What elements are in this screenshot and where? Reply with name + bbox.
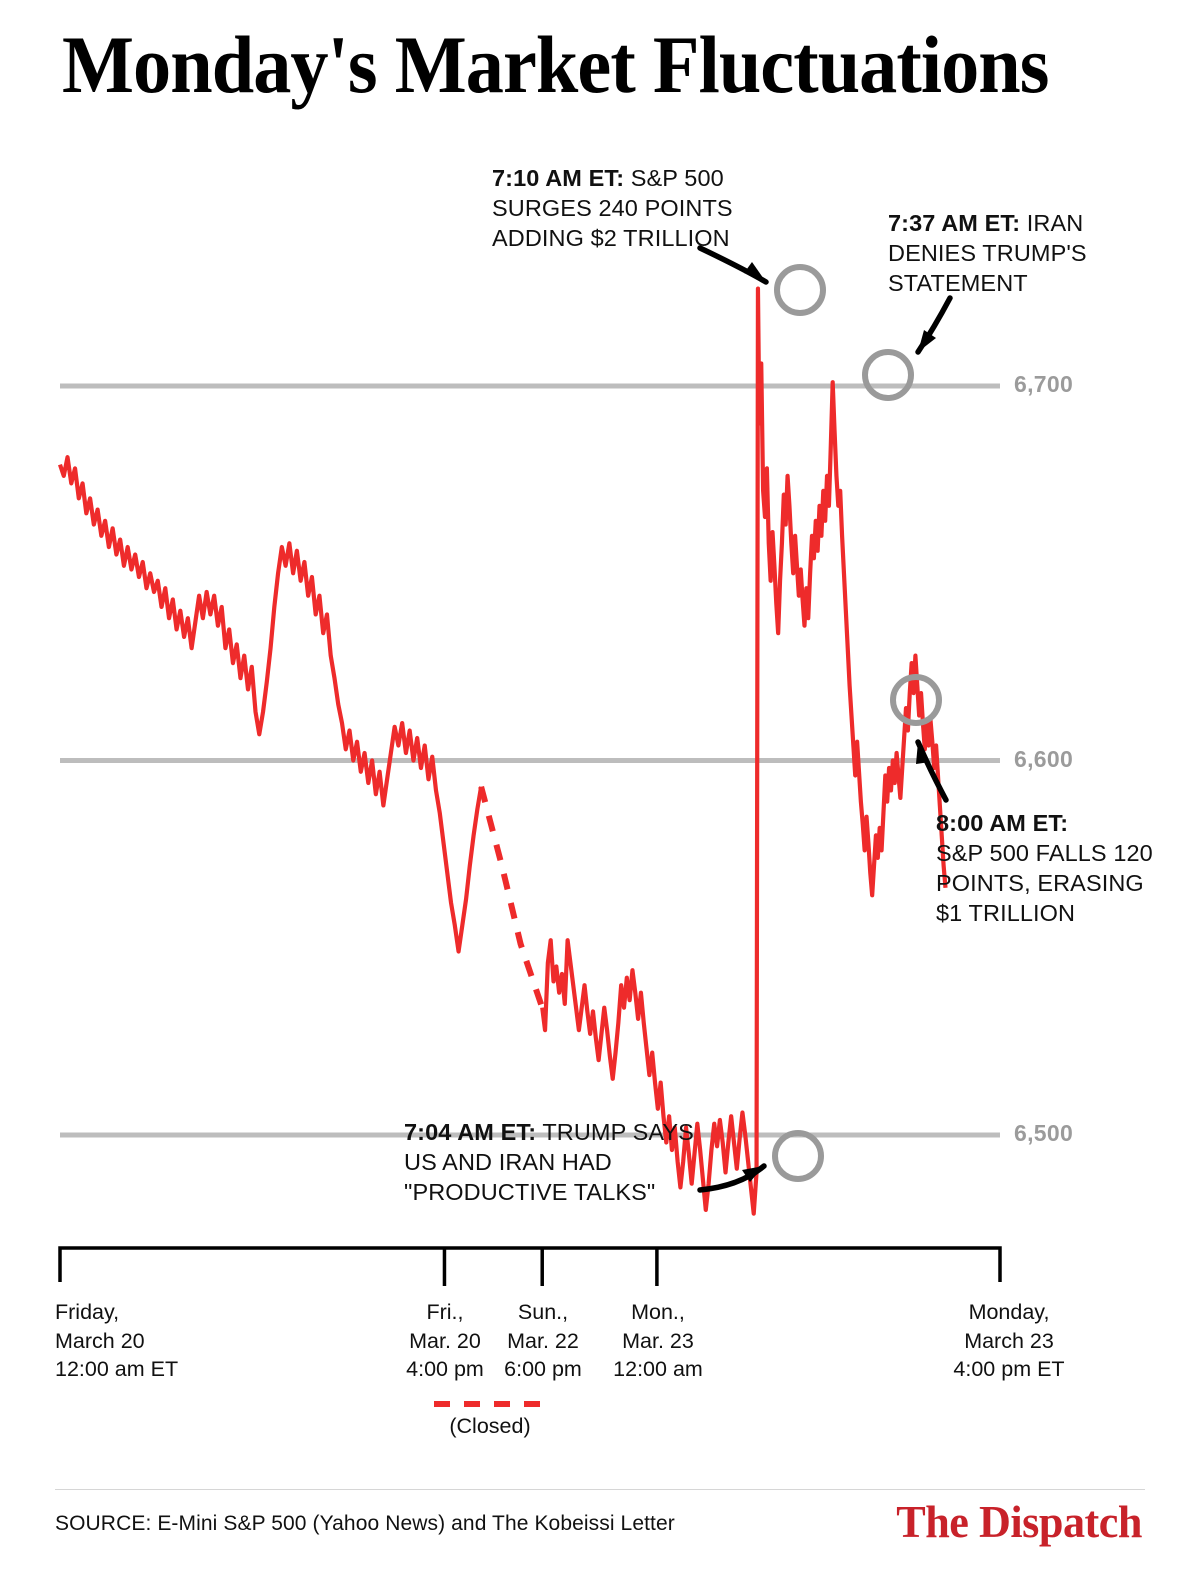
y-axis-label-6700: 6,700 xyxy=(1014,371,1074,397)
series-path-1 xyxy=(478,785,546,1009)
annotation-800am-text: S&P 500 FALLS 120 POINTS, ERASING $1 TRI… xyxy=(936,840,1153,927)
x-axis-label-2-line-1: Mar. 22 xyxy=(507,1328,579,1353)
x-axis-label-1-line-1: Mar. 20 xyxy=(409,1328,481,1353)
series-path-2 xyxy=(540,286,948,1216)
x-axis-label-0-line-1: March 20 xyxy=(55,1328,145,1353)
x-axis-label-0-line-2: 12:00 am ET xyxy=(55,1357,179,1382)
annotation-710am-text: S&P 500 SURGES 240 POINTS ADDING $2 TRIL… xyxy=(492,165,733,252)
annotation-710am-time: 7:10 AM ET: xyxy=(492,165,625,191)
annotation-737am-time: 7:37 AM ET: xyxy=(888,210,1021,236)
marker-710am xyxy=(774,264,826,316)
annotation-710am: 7:10 AM ET: S&P 500 SURGES 240 POINTS AD… xyxy=(492,163,792,253)
x-axis-label-1-line-0: Fri., xyxy=(426,1300,464,1324)
closed-legend-label: (Closed) xyxy=(449,1414,531,1438)
arrow-704am-head xyxy=(742,1166,764,1182)
series-path-0 xyxy=(58,455,484,954)
x-axis-label-1-line-2: 4:00 pm xyxy=(406,1357,484,1382)
x-axis-label-1: Fri., Mar. 20 4:00 pm xyxy=(390,1298,500,1384)
page-title: Monday's Market Fluctuations xyxy=(62,19,1049,110)
footer-divider xyxy=(55,1489,1145,1490)
chart-area xyxy=(58,245,1002,1407)
x-axis-label-3-line-1: Mar. 23 xyxy=(622,1328,694,1353)
arrow-800am-head xyxy=(916,742,930,764)
x-axis-label-4: Monday, March 23 4:00 pm ET xyxy=(934,1298,1084,1384)
dispatch-logo: The Dispatch xyxy=(896,1496,1142,1547)
source-note: SOURCE: E-Mini S&P 500 (Yahoo News) and … xyxy=(55,1512,675,1535)
annotation-800am-time: 8:00 AM ET: xyxy=(936,810,1069,836)
x-axis-label-4-line-0: Monday, xyxy=(968,1300,1050,1324)
x-axis-label-0-line-0: Friday, xyxy=(55,1300,120,1324)
annotation-800am: 8:00 AM ET: S&P 500 FALLS 120 POINTS, ER… xyxy=(936,808,1176,928)
marker-800am xyxy=(890,674,942,726)
annotation-737am-text: IRAN DENIES TRUMP'S STATEMENT xyxy=(888,210,1087,297)
x-axis-bracket xyxy=(58,1246,1002,1282)
market-line-chart xyxy=(58,245,1002,1407)
marker-737am xyxy=(862,349,914,401)
annotation-704am-text: TRUMP SAYS US AND IRAN HAD "PRODUCTIVE T… xyxy=(404,1119,694,1206)
x-axis-label-3-line-2: 12:00 am xyxy=(613,1357,703,1382)
marker-704am xyxy=(772,1130,824,1182)
annotation-704am-time: 7:04 AM ET: xyxy=(404,1119,537,1145)
x-axis-label-4-line-1: March 23 xyxy=(964,1328,1054,1353)
annotation-737am: 7:37 AM ET: IRAN DENIES TRUMP'S STATEMEN… xyxy=(888,208,1138,298)
y-axis-label-6600: 6,600 xyxy=(1014,745,1074,772)
x-axis-label-4-line-2: 4:00 pm ET xyxy=(953,1357,1065,1382)
x-axis-label-0: Friday, March 20 12:00 am ET xyxy=(55,1298,275,1384)
x-axis-label-2-line-2: 6:00 pm xyxy=(504,1357,582,1382)
x-axis-label-2-line-0: Sun., xyxy=(517,1300,569,1324)
y-axis-label-6500: 6,500 xyxy=(1014,1120,1074,1146)
annotation-704am: 7:04 AM ET: TRUMP SAYS US AND IRAN HAD "… xyxy=(404,1117,724,1207)
x-axis-label-2: Sun., Mar. 22 6:00 pm xyxy=(488,1298,598,1384)
arrow-737am-head xyxy=(918,330,936,352)
x-axis-label-3: Mon., Mar. 23 12:00 am xyxy=(600,1298,716,1384)
x-axis-label-3-line-0: Mon., xyxy=(631,1300,685,1324)
arrow-710am-head xyxy=(744,262,766,282)
